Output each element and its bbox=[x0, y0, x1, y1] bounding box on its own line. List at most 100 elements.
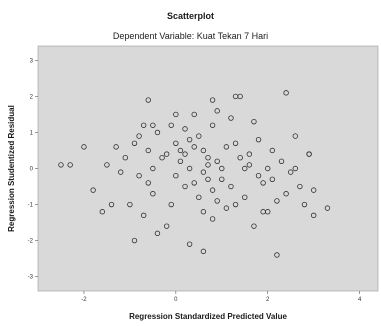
data-point bbox=[186, 136, 193, 143]
y-tick-label: -1 bbox=[28, 203, 34, 209]
data-point bbox=[324, 205, 331, 211]
data-point bbox=[255, 136, 262, 143]
data-point bbox=[81, 144, 87, 150]
data-point bbox=[274, 252, 280, 258]
data-point bbox=[118, 169, 124, 175]
data-point bbox=[223, 144, 230, 150]
data-point bbox=[292, 165, 298, 172]
plot-area bbox=[37, 45, 379, 292]
data-point bbox=[260, 180, 266, 186]
data-point bbox=[182, 151, 188, 157]
data-point bbox=[283, 191, 289, 197]
data-point bbox=[127, 201, 133, 208]
data-point bbox=[209, 187, 216, 193]
x-tick-label: 0 bbox=[174, 297, 178, 303]
data-point bbox=[163, 151, 170, 157]
data-point bbox=[159, 154, 165, 161]
data-point bbox=[177, 147, 184, 154]
data-point bbox=[269, 176, 276, 183]
data-point bbox=[200, 209, 207, 215]
data-point bbox=[219, 176, 225, 183]
data-point bbox=[209, 216, 216, 222]
data-point bbox=[200, 147, 207, 154]
y-tick-label: 3 bbox=[30, 58, 34, 64]
data-point bbox=[209, 122, 216, 128]
data-point bbox=[168, 122, 174, 128]
y-axis: 3 2 1 0 -1 -2 -3 bbox=[28, 58, 38, 281]
chart-subtitle: Dependent Variable: Kuat Tekan 7 Hari bbox=[112, 31, 269, 41]
data-point bbox=[251, 118, 257, 125]
data-point bbox=[246, 151, 253, 157]
data-point bbox=[292, 133, 298, 139]
data-point bbox=[140, 122, 147, 128]
x-axis: -2 0 2 4 bbox=[81, 291, 362, 303]
data-point bbox=[136, 133, 142, 139]
data-point bbox=[186, 241, 193, 247]
data-point bbox=[265, 165, 271, 172]
data-point bbox=[196, 133, 202, 139]
data-point bbox=[113, 144, 119, 150]
x-tick-label: -2 bbox=[81, 297, 87, 303]
data-point bbox=[214, 198, 220, 204]
data-point bbox=[191, 144, 197, 150]
data-point bbox=[154, 230, 161, 237]
data-point bbox=[269, 147, 276, 154]
data-point bbox=[251, 223, 257, 229]
data-point bbox=[136, 173, 142, 179]
y-axis-label: Regression Studentized Residual bbox=[7, 105, 16, 232]
data-point bbox=[163, 223, 170, 229]
data-point bbox=[140, 212, 147, 219]
data-point bbox=[182, 126, 188, 132]
data-point bbox=[278, 158, 285, 164]
data-point bbox=[182, 183, 188, 190]
data-point bbox=[173, 173, 179, 179]
data-point bbox=[297, 183, 303, 190]
data-point bbox=[191, 111, 197, 118]
x-tick-label: 4 bbox=[358, 297, 362, 303]
data-point bbox=[58, 162, 64, 168]
data-point bbox=[205, 176, 211, 183]
data-point bbox=[150, 191, 156, 197]
data-point bbox=[173, 111, 179, 118]
data-point bbox=[90, 187, 96, 193]
data-point bbox=[200, 248, 207, 255]
data-point bbox=[228, 183, 234, 190]
data-point bbox=[99, 209, 106, 215]
data-point bbox=[177, 158, 184, 164]
data-point bbox=[237, 154, 243, 161]
data-point bbox=[228, 115, 234, 121]
y-tick-label: -3 bbox=[28, 275, 34, 281]
data-point bbox=[145, 97, 151, 103]
data-point bbox=[186, 165, 193, 172]
data-point bbox=[131, 237, 138, 244]
data-point bbox=[288, 169, 294, 175]
data-point bbox=[301, 201, 308, 208]
data-point bbox=[232, 201, 239, 208]
data-point bbox=[196, 194, 202, 201]
data-point bbox=[108, 201, 115, 208]
data-point bbox=[150, 165, 156, 172]
data-point bbox=[242, 165, 248, 172]
data-point bbox=[131, 140, 138, 146]
data-point bbox=[310, 187, 317, 193]
data-point bbox=[145, 180, 151, 186]
data-point bbox=[242, 194, 248, 201]
data-point bbox=[223, 205, 230, 211]
data-points bbox=[58, 90, 331, 258]
data-point bbox=[104, 162, 110, 168]
data-point bbox=[283, 90, 289, 96]
data-point bbox=[232, 140, 239, 146]
data-point bbox=[209, 97, 216, 103]
data-point bbox=[274, 198, 280, 204]
data-point bbox=[246, 162, 253, 168]
data-point bbox=[214, 108, 220, 114]
data-point bbox=[122, 154, 128, 161]
data-point bbox=[150, 122, 156, 128]
y-tick-label: 1 bbox=[30, 130, 34, 136]
data-point bbox=[260, 209, 266, 215]
data-point bbox=[214, 158, 220, 164]
data-point bbox=[145, 147, 151, 154]
data-point bbox=[255, 173, 262, 179]
data-point bbox=[154, 129, 161, 136]
